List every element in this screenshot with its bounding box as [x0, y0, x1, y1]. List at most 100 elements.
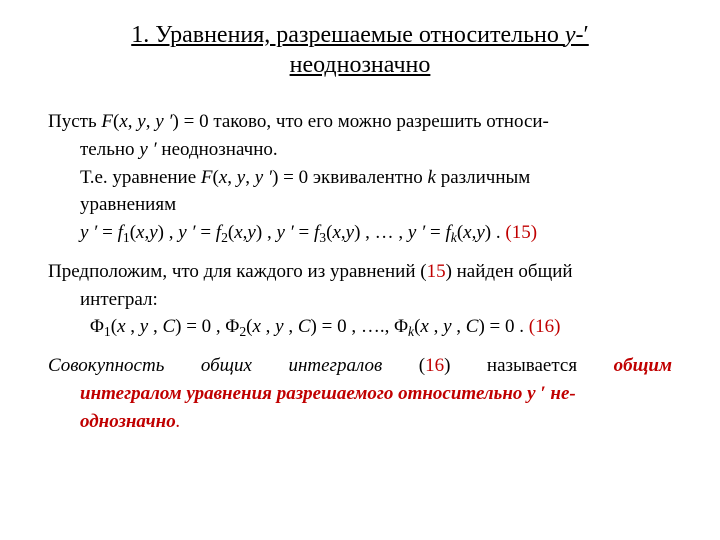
text: . [176, 411, 181, 432]
text: , [360, 222, 374, 243]
term-general-integral: однозначно [80, 411, 176, 432]
text: , [266, 316, 276, 337]
title-var-y: y [565, 22, 576, 48]
eq-ref-16: (16) [529, 316, 561, 337]
text: ) найден общий [446, 261, 573, 282]
sub-1: 1 [104, 324, 111, 339]
var-yprime: y ′ [155, 111, 172, 132]
slide-page: 1. Уравнения, разрешаемые относительно y… [0, 0, 720, 540]
equation-15: y ′ = f1(x,y) , y ′ = f2(x,y) , y ′ = f3… [48, 221, 672, 246]
var-x: x [119, 111, 127, 132]
var-yprime: y ′ [408, 222, 425, 243]
var-x: x [463, 222, 471, 243]
para-3: Предположим, что для каждого из уравнени… [48, 260, 672, 284]
text: ) = 0 , [175, 316, 225, 337]
equation-16: Φ1(x , y , C) = 0 , Φ2(x , y , C) = 0 , … [48, 315, 672, 340]
text: ) = 0 таково, что его можно разрешить от… [173, 111, 549, 132]
text: = [294, 222, 314, 243]
para-1: Пусть F(x, y, y ′) = 0 таково, что его м… [48, 110, 672, 134]
var-x: x [420, 316, 433, 337]
para-2: Т.е. уравнение F(x, y, y ′) = 0 эквивале… [48, 166, 672, 190]
var-x: x [332, 222, 340, 243]
text: , [227, 167, 237, 188]
text: , [128, 111, 138, 132]
text: ) = 0 , [311, 316, 361, 337]
text: уравнениям [80, 194, 176, 215]
title-line2: неоднозначно [290, 52, 431, 78]
var-yprime: y ′ [80, 222, 97, 243]
text: ) = 0 эквивалентно [272, 167, 427, 188]
ref-num: 16 [535, 316, 554, 337]
slide-title: 1. Уравнения, разрешаемые относительно y… [48, 20, 672, 80]
para-2-line2: уравнениям [48, 193, 672, 217]
spacer [48, 100, 672, 110]
ref-num: 16 [425, 355, 444, 376]
sub-1: 1 [123, 230, 130, 245]
var-Phi: Φ [225, 316, 239, 337]
var-k: k [428, 167, 436, 188]
var-y: y [247, 222, 255, 243]
var-yprime: y ′ [139, 139, 156, 160]
spacer [48, 250, 672, 260]
var-Phi: Φ [90, 316, 104, 337]
var-yprime: y ′ [255, 167, 272, 188]
text: ) [554, 316, 560, 337]
title-line1: 1. Уравнения, разрешаемые относительно y… [131, 22, 589, 48]
text-dots: … , [375, 222, 408, 243]
text: ) = 0 . [478, 316, 528, 337]
var-y: y [237, 167, 245, 188]
text: неоднозначно. [157, 139, 278, 160]
text: , [130, 316, 140, 337]
text: Т.е. уравнение [80, 167, 201, 188]
ref-num: 15 [512, 222, 531, 243]
para-1-line2: тельно y ′ неоднозначно. [48, 138, 672, 162]
text: , [164, 222, 178, 243]
text-dots: …., [361, 316, 394, 337]
var-F: F [201, 167, 213, 188]
para-4-line2: интегралом уравнения разрешаемого относи… [48, 382, 672, 406]
term-general-integral: интегралом уравнения разрешаемого относи… [80, 383, 576, 404]
text: Предположим, что для каждого из уравнени… [48, 261, 427, 282]
var-C: C [298, 316, 311, 337]
text: , [288, 316, 298, 337]
text: , [153, 316, 163, 337]
title-suffix: -′ [576, 22, 589, 48]
term-general-integral: общим [614, 355, 672, 376]
var-C: C [466, 316, 479, 337]
var-C: C [162, 316, 175, 337]
text: , [262, 222, 276, 243]
var-yprime: y ′ [178, 222, 195, 243]
para-4-line3: однозначно. [48, 410, 672, 434]
text: = [97, 222, 117, 243]
text: различным [436, 167, 530, 188]
text: ) называется [444, 355, 614, 376]
text: , [434, 316, 444, 337]
text: Совокупность общих интегралов [48, 355, 419, 376]
text: , [146, 111, 156, 132]
eq-ref-15: (15) [505, 222, 537, 243]
var-yprime: y ′ [276, 222, 293, 243]
text: ) [531, 222, 537, 243]
text: , [245, 167, 255, 188]
var-y: y [476, 222, 484, 243]
sub-2: 2 [221, 230, 228, 245]
var-F: F [101, 111, 113, 132]
text: , [456, 316, 466, 337]
para-4: Совокупность общих интегралов (16) назыв… [48, 354, 672, 378]
para-3-line2: интеграл: [48, 288, 672, 312]
var-x: x [234, 222, 242, 243]
var-Phi: Φ [394, 316, 408, 337]
var-y: y [275, 316, 288, 337]
text: . [491, 222, 505, 243]
text: тельно [80, 139, 139, 160]
text: = [196, 222, 216, 243]
var-y: y [137, 111, 145, 132]
text: Пусть [48, 111, 101, 132]
ref-num: 15 [427, 261, 446, 282]
var-y: y [346, 222, 354, 243]
var-x: x [117, 316, 130, 337]
var-y: y [149, 222, 157, 243]
title-text: 1. Уравнения, разрешаемые относительно [131, 22, 565, 48]
var-x: x [252, 316, 265, 337]
var-y: y [443, 316, 456, 337]
